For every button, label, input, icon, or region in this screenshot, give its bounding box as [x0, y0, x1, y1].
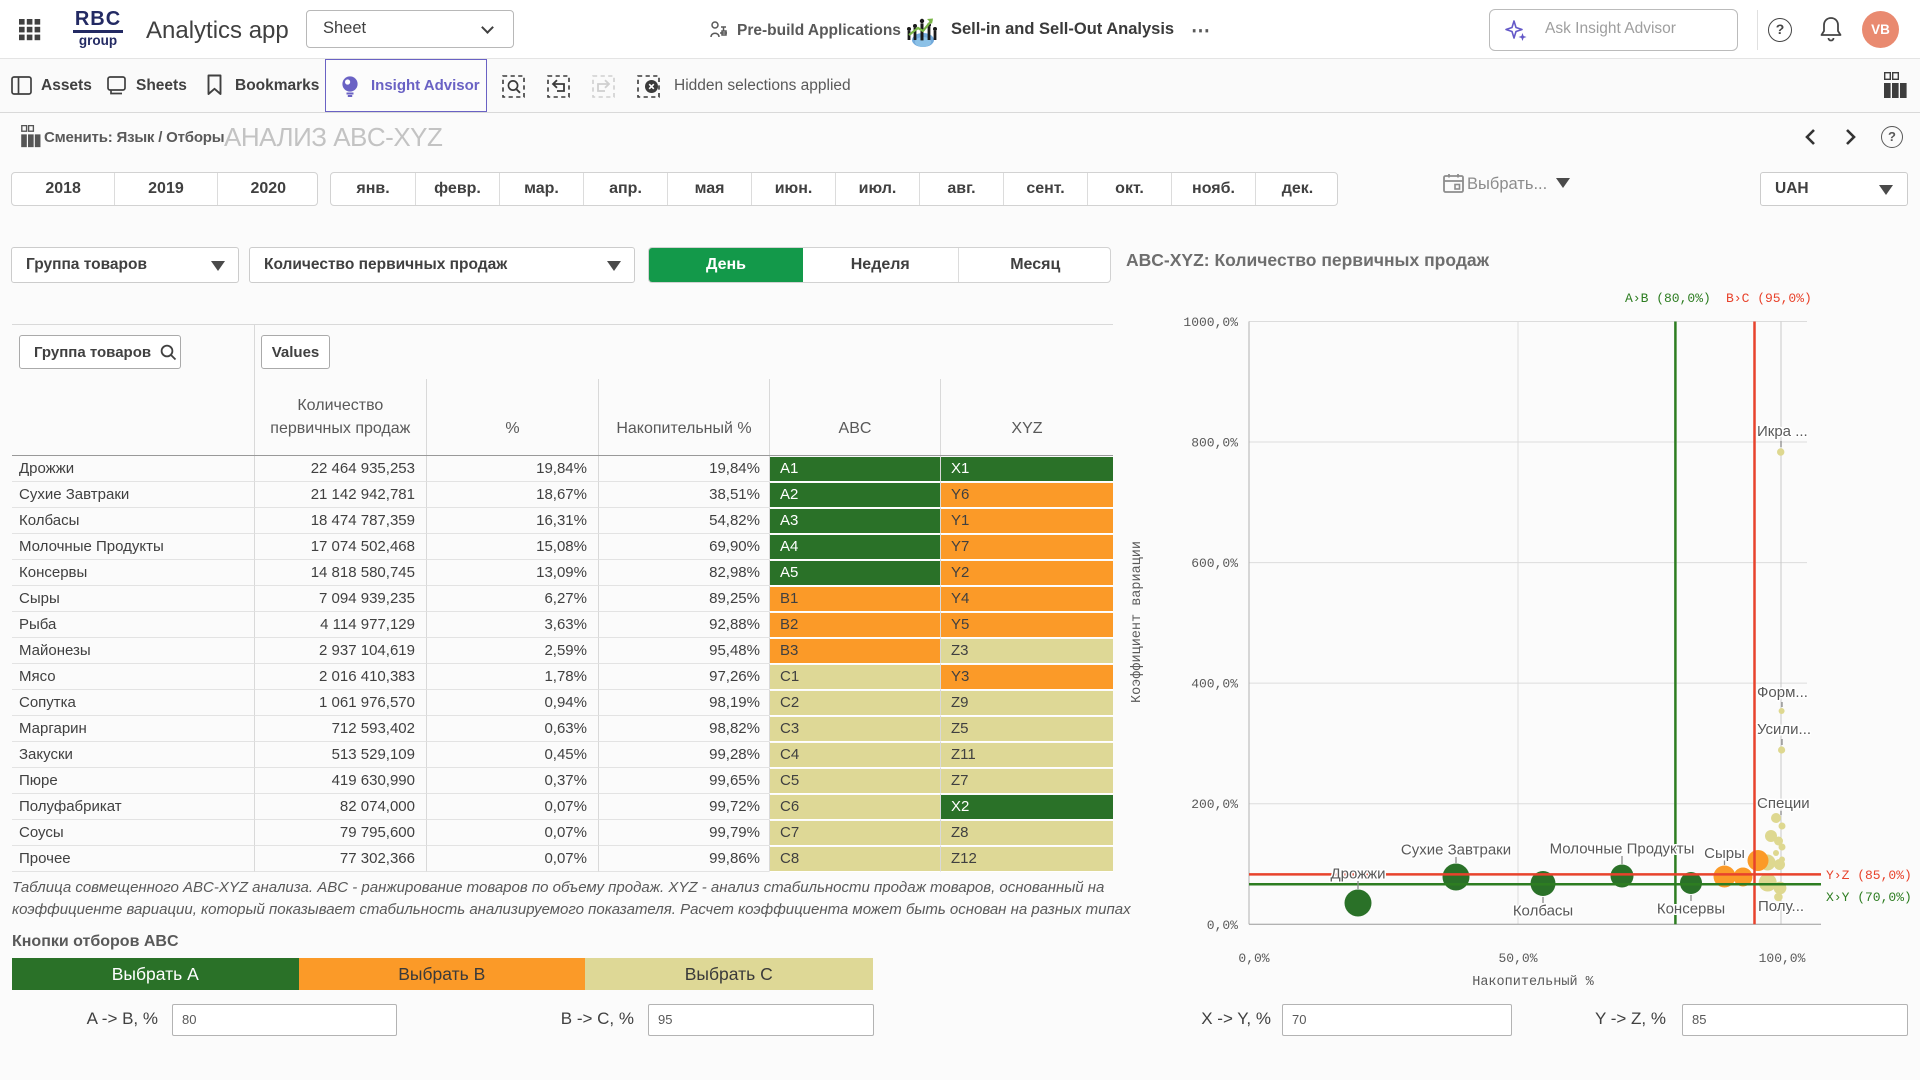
svg-text:A›B (80,0%): A›B (80,0%) — [1625, 291, 1711, 306]
svg-text:Усили...: Усили... — [1757, 721, 1811, 738]
svg-text:1000,0%: 1000,0% — [1183, 315, 1238, 330]
svg-text:ABC-XYZ: Количество первичных: ABC-XYZ: Количество первичных продаж — [1126, 250, 1490, 270]
svg-text:Y›Z (85,0%): Y›Z (85,0%) — [1826, 868, 1912, 883]
svg-text:Молочные Продукты: Молочные Продукты — [1550, 841, 1695, 858]
svg-text:800,0%: 800,0% — [1191, 436, 1238, 451]
svg-text:200,0%: 200,0% — [1191, 797, 1238, 812]
svg-text:Консервы: Консервы — [1657, 901, 1725, 918]
svg-text:100,0%: 100,0% — [1759, 951, 1806, 966]
svg-text:50,0%: 50,0% — [1498, 951, 1537, 966]
svg-text:0,0%: 0,0% — [1238, 951, 1269, 966]
svg-text:400,0%: 400,0% — [1191, 677, 1238, 692]
svg-text:X›Y (70,0%): X›Y (70,0%) — [1826, 890, 1912, 905]
svg-text:Икра ...: Икра ... — [1757, 423, 1808, 440]
svg-text:Сухие Завтраки: Сухие Завтраки — [1401, 842, 1511, 859]
svg-text:Дрожжи: Дрожжи — [1330, 866, 1385, 883]
svg-text:Сыры: Сыры — [1704, 845, 1745, 862]
svg-text:Специи: Специи — [1757, 795, 1810, 812]
svg-text:0,0%: 0,0% — [1207, 918, 1238, 933]
svg-text:B›C (95,0%): B›C (95,0%) — [1726, 291, 1812, 306]
svg-text:Форм...: Форм... — [1757, 684, 1808, 701]
svg-text:Полу...: Полу... — [1758, 898, 1804, 915]
svg-text:Накопительный %: Накопительный % — [1472, 975, 1594, 990]
svg-text:600,0%: 600,0% — [1191, 556, 1238, 571]
svg-text:Коэффициент вариации: Коэффициент вариации — [1130, 541, 1145, 703]
svg-text:Колбасы: Колбасы — [1513, 903, 1573, 920]
